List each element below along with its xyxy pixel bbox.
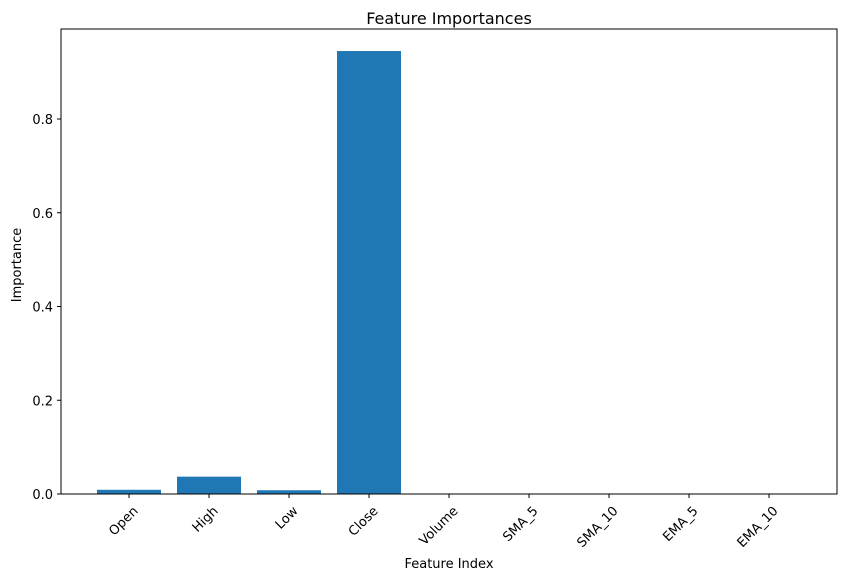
x-tick-label: SMA_10 [575,504,622,551]
y-tick-label: 0.2 [32,394,53,409]
x-axis: Open High Low Close Volume SMA_5 SMA_10 EMA_5 EM… [106,494,781,551]
y-tick-label: 0.6 [32,207,53,222]
y-tick-label: 0.0 [32,488,53,503]
x-axis-label: Feature Index [404,557,493,572]
x-tick-label: High [190,504,222,536]
y-tick-label: 0.8 [32,113,53,128]
x-tick-label: SMA_5 [500,504,541,545]
y-tick-label: 0.4 [32,301,53,316]
y-axis: 0.0 0.2 0.4 0.6 0.8 [32,113,61,503]
y-axis-label: Importance [10,228,25,303]
x-tick-label: EMA_5 [660,504,701,545]
bars-group [97,51,401,494]
bar-low [257,490,321,494]
x-tick-label: EMA_10 [735,504,782,551]
x-tick-label: Volume [417,504,462,549]
chart-title: Feature Importances [366,9,532,28]
plot-frame [60,28,838,495]
x-tick-label: Close [346,504,382,540]
bar-open [97,489,161,494]
x-tick-label: Low [273,504,302,533]
x-tick-label: Open [106,504,141,539]
bar-close [337,51,401,494]
bar-high [177,476,241,494]
